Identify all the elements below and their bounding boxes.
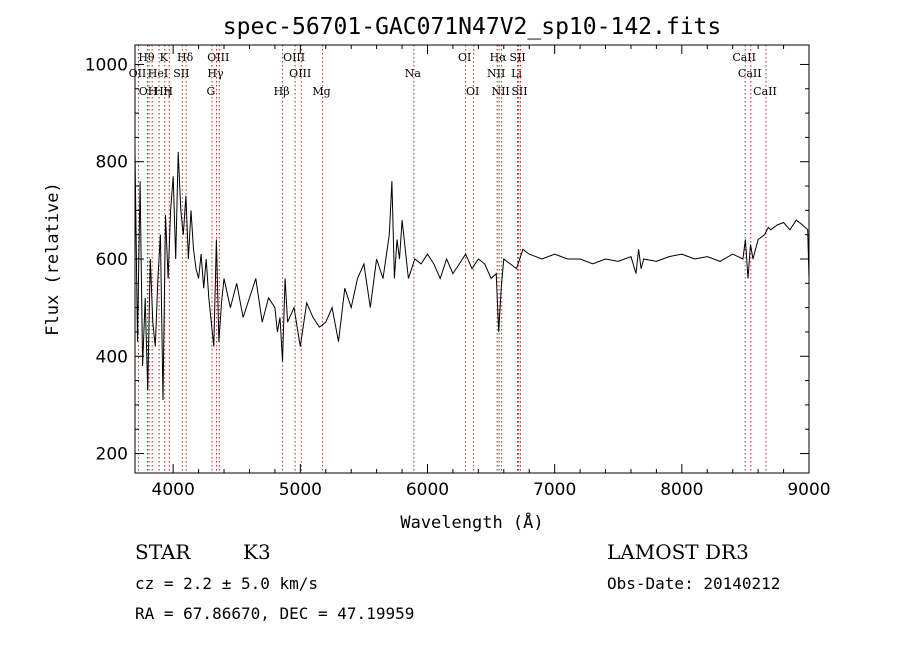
line-marker-label: OH xyxy=(139,85,158,98)
spectrum-line xyxy=(134,151,810,401)
line-marker-label: SII xyxy=(173,67,189,80)
redshift-cz: cz = 2.2 ± 5.0 km/s xyxy=(135,574,319,593)
line-marker-label: OIII xyxy=(283,51,305,64)
line-marker-label: OI xyxy=(458,51,471,64)
line-marker-label: CaII xyxy=(738,67,762,80)
x-tick-label: 8000 xyxy=(660,480,703,500)
line-marker-label: Hη xyxy=(154,85,170,98)
line-marker-label: Hδ xyxy=(177,51,194,64)
line-marker-label: H xyxy=(163,85,173,98)
line-marker-label: Hβ xyxy=(274,85,290,98)
y-tick-label: 1000 xyxy=(85,55,128,75)
line-marker-label: Mg xyxy=(312,85,330,98)
line-marker-label: SII xyxy=(511,85,527,98)
line-marker-label: OII xyxy=(129,67,147,80)
line-marker-label: HeI xyxy=(148,67,168,80)
line-marker-label: NII xyxy=(491,85,509,98)
series-layer xyxy=(134,151,810,401)
x-tick-label: 4000 xyxy=(152,480,195,500)
plot-frame xyxy=(134,44,810,474)
line-marker-label: G xyxy=(207,85,216,98)
line-marker-label: CaII xyxy=(753,85,777,98)
line-marker-label: Hγ xyxy=(207,67,224,80)
y-tick-label: 400 xyxy=(96,347,128,367)
line-marker-label: Li xyxy=(511,67,522,80)
y-tick-label: 200 xyxy=(96,445,128,465)
line-marker-label: OIII xyxy=(289,67,311,80)
object-subclass: K3 xyxy=(243,540,271,564)
object-class: STAR xyxy=(135,540,191,564)
coordinates: RA = 67.86670, DEC = 47.19959 xyxy=(135,604,415,623)
line-marker-label: OIII xyxy=(207,51,229,64)
axis-ticks: 4000 5000 6000 7000 8000 9000 200 400 600 800 1000 xyxy=(85,45,831,500)
chart-title: spec-56701-GAC071N47V2_sp10-142.fits xyxy=(223,14,722,40)
line-marker-label: CaII xyxy=(732,51,756,64)
line-marker-label: K xyxy=(160,51,169,64)
line-marker-label: Na xyxy=(405,67,422,80)
survey-name: LAMOST DR3 xyxy=(607,540,749,564)
y-tick-label: 600 xyxy=(96,250,128,270)
line-marker-label: NII xyxy=(487,67,505,80)
x-tick-label: 9000 xyxy=(787,480,830,500)
line-marker-label: OI xyxy=(466,85,479,98)
x-axis-label: Wavelength (Å) xyxy=(400,511,543,533)
line-marker-label: Hα xyxy=(490,51,508,64)
x-tick-label: 6000 xyxy=(406,480,449,500)
y-axis-label: Flux (relative) xyxy=(43,182,63,336)
x-tick-label: 7000 xyxy=(533,480,576,500)
y-tick-label: 800 xyxy=(96,153,128,173)
obs-date: Obs-Date: 20140212 xyxy=(607,574,781,593)
line-marker-label: Hθ xyxy=(138,51,155,64)
x-tick-label: 5000 xyxy=(279,480,322,500)
